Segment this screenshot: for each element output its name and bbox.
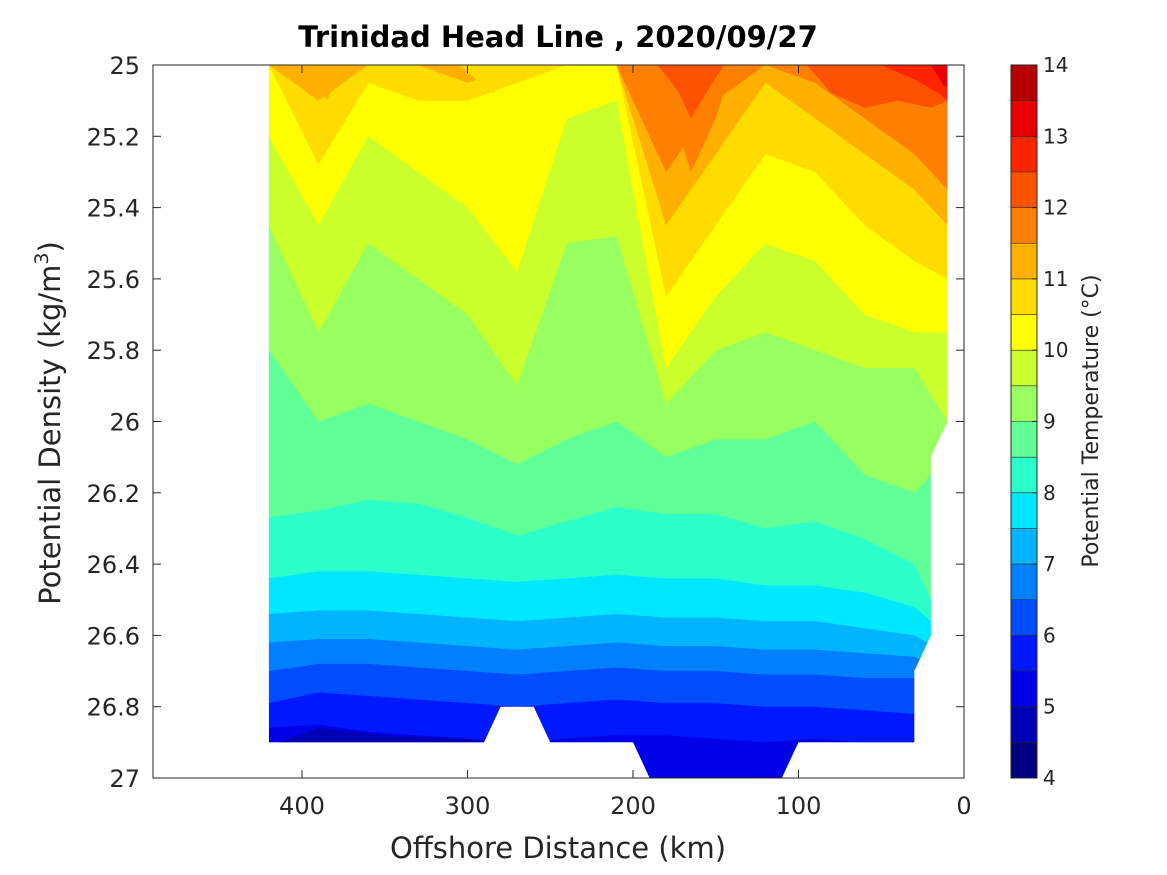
- colorbar-tick-label: 6: [1043, 623, 1056, 647]
- y-axis-ticks: 25 25.2 25.4 25.6 25.8 26 26.2 26.4 26.6 26.8 27: [87, 52, 964, 793]
- contour-fills: [153, 65, 964, 778]
- colorbar-tick-label: 4: [1043, 766, 1056, 790]
- mask-nearshore: [914, 65, 964, 778]
- colorbar-segment: [1011, 350, 1037, 386]
- x-axis-title: Offshore Distance (km): [390, 831, 726, 865]
- colorbar-segment: [1011, 136, 1037, 172]
- y-tick-label: 26.2: [87, 480, 140, 508]
- colorbar-segment: [1011, 457, 1037, 493]
- colorbar-segment: [1011, 706, 1037, 743]
- colorbar-segment: [1011, 385, 1037, 422]
- colorbar-segment: [1011, 635, 1037, 672]
- colorbar-tick-label: 12: [1043, 196, 1068, 220]
- y-axis-title-superscript: 3: [31, 252, 53, 264]
- colorbar-segment: [1011, 599, 1037, 636]
- colorbar-segment: [1011, 100, 1037, 137]
- colorbar-title: Potential Temperature (°C): [1079, 274, 1104, 567]
- colorbar-tick-label: 14: [1043, 53, 1068, 77]
- x-tick-label: 300: [445, 792, 491, 820]
- colorbar-segment: [1011, 65, 1037, 101]
- colorbar-segment: [1011, 207, 1037, 244]
- mask-seafloor: [268, 706, 915, 778]
- contour-core-1: [657, 65, 725, 119]
- y-axis-title-main: Potential Density (kg/m: [33, 265, 67, 605]
- chart-title: Trinidad Head Line , 2020/09/27: [298, 20, 818, 54]
- colorbar-tick-label: 13: [1043, 124, 1068, 148]
- colorbar-segment: [1011, 742, 1037, 778]
- y-tick-label: 26: [109, 409, 140, 437]
- y-tick-label: 25.4: [87, 195, 140, 223]
- x-tick-label: 200: [610, 792, 656, 820]
- colorbar-segment: [1011, 421, 1037, 458]
- colorbar-tick-label: 5: [1043, 695, 1056, 719]
- colorbar-tick-label: 7: [1043, 552, 1056, 576]
- colorbar-segment: [1011, 278, 1037, 315]
- x-tick-label: 100: [776, 792, 822, 820]
- colorbar-tick-label: 9: [1043, 410, 1056, 434]
- y-axis-title: Potential Density (kg/m3): [31, 241, 67, 605]
- colorbar: 4 5 6 7 8 9 10 11 12 13 14: [1010, 53, 1068, 790]
- y-tick-label: 26.6: [87, 622, 140, 650]
- y-tick-label: 25.2: [87, 123, 140, 151]
- contour-core-5: [310, 65, 344, 101]
- colorbar-tick-label: 8: [1043, 481, 1056, 505]
- colorbar-segment: [1011, 314, 1037, 351]
- contour-core-6: [459, 65, 526, 94]
- contour-core-3: [881, 65, 948, 101]
- contour-core-4: [930, 65, 948, 87]
- plot-area: [152, 64, 965, 779]
- y-tick-label: 26.8: [87, 694, 140, 722]
- contour-band-coldest: [277, 728, 485, 743]
- x-tick-label: 400: [279, 792, 325, 820]
- colorbar-segment: [1011, 671, 1037, 707]
- colorbar-segment: [1011, 564, 1037, 600]
- colorbar-segment: [1011, 243, 1037, 279]
- colorbar-tick-label: 10: [1043, 338, 1068, 362]
- contour-core-0: [632, 65, 733, 172]
- colorbar-segment: [1011, 171, 1037, 208]
- y-tick-label: 25: [109, 52, 140, 80]
- colorbar-segment: [1011, 528, 1037, 565]
- y-tick-label: 25.8: [87, 337, 140, 365]
- y-axis-title-close: ): [33, 241, 67, 252]
- contour-band-10-5: [268, 65, 948, 297]
- colorbar-segment: [1011, 492, 1037, 529]
- x-axis-ticks: 400 300 200 100 0: [279, 65, 972, 820]
- y-tick-label: 26.4: [87, 551, 140, 579]
- x-tick-label: 0: [956, 792, 971, 820]
- y-tick-label: 25.6: [87, 266, 140, 294]
- colorbar-tick-label: 11: [1043, 267, 1068, 291]
- mask-offshore: [153, 65, 269, 778]
- y-tick-label: 27: [109, 765, 140, 793]
